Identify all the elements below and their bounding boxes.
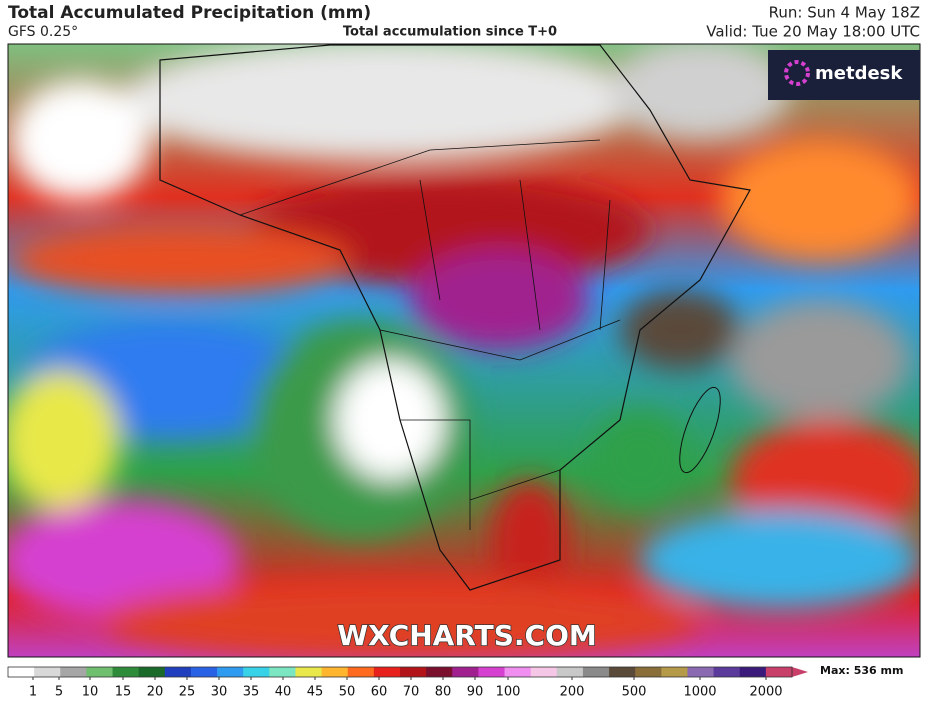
colorbar-tick-label: 20 <box>147 685 164 700</box>
colorbar-tick-label: 50 <box>339 685 356 700</box>
colorbar-tick-label: 2000 <box>749 685 782 700</box>
colorbar-segment <box>478 667 506 677</box>
colorbar-segment <box>60 667 87 677</box>
model: GFS 0.25° <box>8 24 78 40</box>
colorbar-tick-label: 25 <box>179 685 196 700</box>
colorbar-segment <box>765 667 793 677</box>
colorbar-segment <box>530 667 558 677</box>
colorbar-segment <box>426 667 453 677</box>
title: Total Accumulated Precipitation (mm) <box>8 3 371 23</box>
run-time: Run: Sun 4 May 18Z <box>769 4 920 22</box>
colorbar-tick-label: 40 <box>275 685 292 700</box>
colorbar-segment <box>347 667 375 677</box>
colorbar-segment <box>8 667 35 677</box>
colorbar-segment <box>112 667 140 677</box>
colorbar-tick-label: 200 <box>560 685 585 700</box>
colorbar-tick-label: 10 <box>82 685 99 700</box>
colorbar-segment <box>504 667 532 677</box>
colorbar-tick-label: 70 <box>403 685 420 700</box>
precip-map: WXCHARTS.COM <box>8 44 920 657</box>
colorbar-segment <box>661 667 688 677</box>
colorbar-segment <box>86 667 114 677</box>
colorbar-segment <box>373 667 401 677</box>
colorbar-frame <box>7 666 793 678</box>
colorbar-arrow <box>792 667 808 677</box>
logo-box <box>768 50 920 100</box>
colorbar-segment <box>295 667 323 677</box>
colorbar: 1 5 10 15 20 25 30 35 40 45 50 60 70 80 90 100 200 500 100… <box>7 666 808 700</box>
colorbar-segment <box>739 667 767 677</box>
precip-fields <box>8 44 920 657</box>
colorbar-tick-label: 30 <box>211 685 228 700</box>
colorbar-tick-label: 90 <box>467 685 484 700</box>
map-frame <box>7 43 921 658</box>
borders <box>239 139 621 530</box>
logo-text: metdesk <box>815 63 903 84</box>
colorbar-segment <box>269 667 296 677</box>
colorbar-tick-label: 60 <box>371 685 388 700</box>
max-label: Max: 536 mm <box>820 664 903 677</box>
colorbar-tick-label: 1 <box>29 685 37 700</box>
subtitle: Total accumulation since T+0 <box>343 25 557 40</box>
colorbar-segment <box>687 667 715 677</box>
watermark: WXCHARTS.COM <box>337 619 597 652</box>
colorbar-segment <box>243 667 270 677</box>
valid-time: Valid: Tue 20 May 18:00 UTC <box>706 23 920 41</box>
logo-icon <box>784 60 810 86</box>
colorbar-segment <box>400 667 427 677</box>
colorbar-segment <box>34 667 61 677</box>
colorbar-tick-label: 80 <box>435 685 452 700</box>
colorbar-tick-label: 100 <box>496 685 521 700</box>
colorbar-segment <box>217 667 244 677</box>
colorbar-tick-label: 15 <box>115 685 132 700</box>
colorbar-segment <box>138 667 166 677</box>
colorbar-segment <box>556 667 584 677</box>
colorbar-segment <box>190 667 218 677</box>
colorbar-segment <box>713 667 741 677</box>
colorbar-segment <box>164 667 192 677</box>
colorbar-tick-label: 35 <box>243 685 260 700</box>
colorbar-tick-label: 5 <box>55 685 63 700</box>
madagascar <box>679 386 721 474</box>
colorbar-tick-label: 45 <box>307 685 324 700</box>
colorbar-segment <box>321 667 349 677</box>
colorbar-segment <box>452 667 479 677</box>
colorbar-segment <box>582 667 610 677</box>
colorbar-segment <box>609 667 636 677</box>
colorbar-tick-label: 500 <box>622 685 647 700</box>
colorbar-tick-label: 1000 <box>683 685 716 700</box>
colorbar-segment <box>635 667 662 677</box>
